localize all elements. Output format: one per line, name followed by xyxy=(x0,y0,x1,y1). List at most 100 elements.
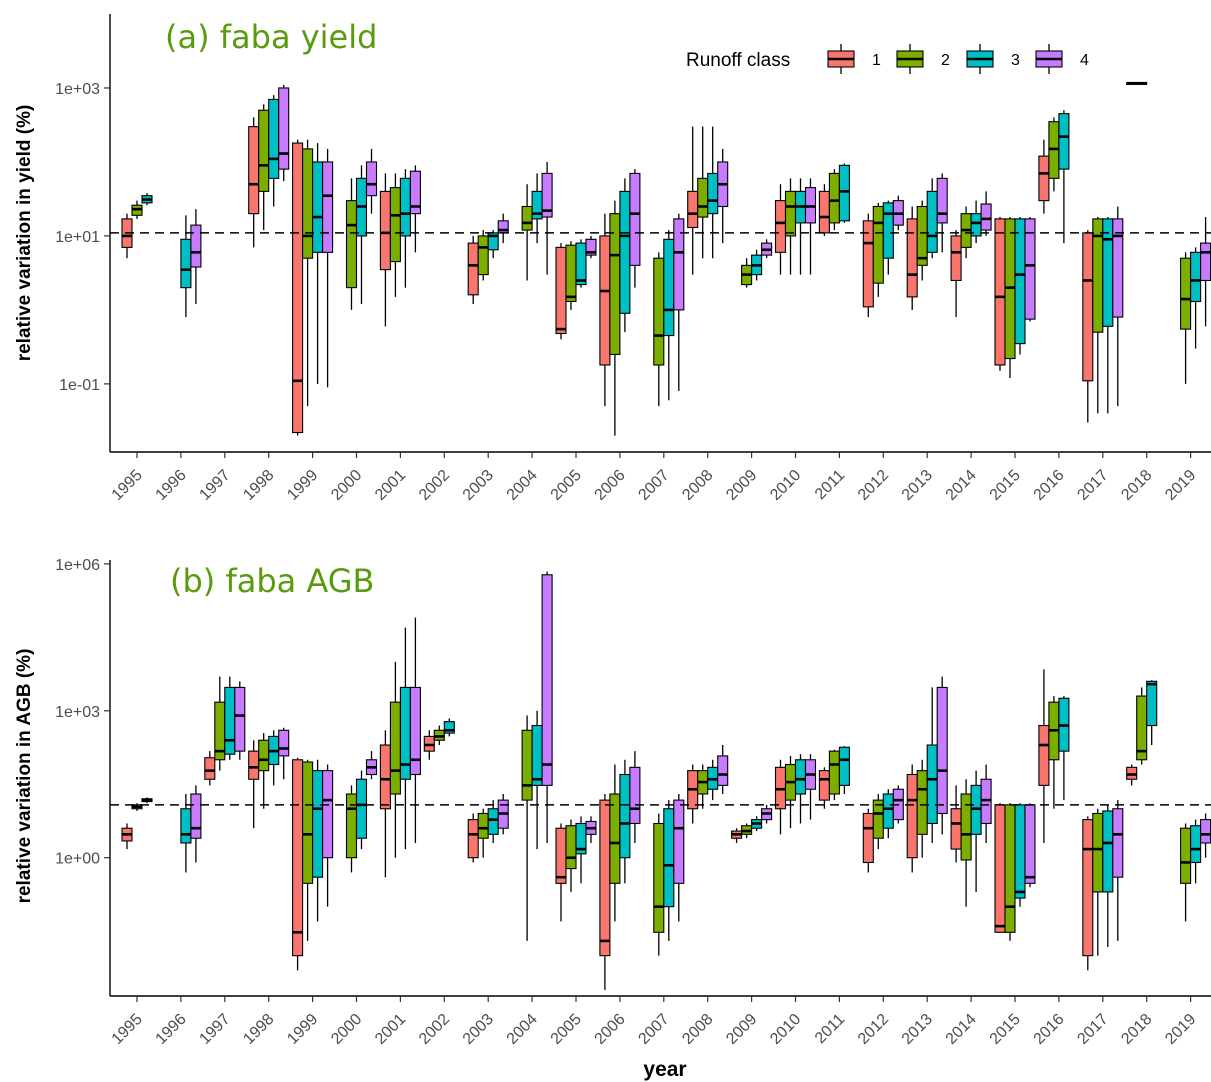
box-body xyxy=(268,98,280,179)
box-body xyxy=(234,686,246,752)
box-2011-class-3 xyxy=(838,746,850,794)
box-2016-class-3 xyxy=(1058,110,1070,244)
box-body xyxy=(322,161,334,253)
box-body xyxy=(477,235,489,276)
box-2000-class-4 xyxy=(365,751,378,780)
box-2015-class-2 xyxy=(1004,803,1016,941)
box-1996-class-4 xyxy=(190,209,202,305)
x-tick-label: 1999 xyxy=(284,1011,321,1048)
box-body xyxy=(1082,819,1094,957)
box-body xyxy=(1004,804,1016,933)
box-body xyxy=(180,238,192,289)
box-2015-class-4 xyxy=(1024,217,1036,322)
box-2005-class-1 xyxy=(555,823,567,922)
x-tick-label: 1996 xyxy=(153,467,190,504)
x-tick-label: 1999 xyxy=(284,467,321,504)
box-2011-class-1 xyxy=(818,184,830,236)
box-body xyxy=(585,238,597,256)
panel-a-y-label: relative variation in yield (%) xyxy=(14,105,35,362)
box-2011-class-1 xyxy=(818,767,830,809)
box-body xyxy=(794,759,807,795)
box-body xyxy=(278,87,290,170)
box-1999-class-1 xyxy=(292,757,304,971)
box-2008-class-2 xyxy=(697,764,709,809)
x-tick-label: 2006 xyxy=(592,1011,629,1048)
box-2017-class-1 xyxy=(1082,816,1094,971)
box-body xyxy=(1200,819,1211,844)
box-2016-class-1 xyxy=(1038,669,1050,843)
box-2008-class-4 xyxy=(717,148,729,244)
box-2003-class-2 xyxy=(477,808,489,858)
legend-item-class-3: 3 xyxy=(966,44,1020,74)
box-body xyxy=(248,126,260,215)
panel-a-title: (a) faba yield xyxy=(165,18,377,56)
box-2009-class-2 xyxy=(741,258,753,288)
box-2018-class-2 xyxy=(1136,81,1148,85)
x-tick-label: 2014 xyxy=(943,1011,980,1048)
box-2014-class-1 xyxy=(950,230,962,318)
box-2013-class-2 xyxy=(916,759,928,858)
box-body xyxy=(872,205,884,284)
box-body xyxy=(379,744,391,810)
box-body xyxy=(355,778,368,839)
box-2005-class-1 xyxy=(555,243,567,340)
box-2006-class-4 xyxy=(629,751,641,843)
box-body xyxy=(1014,804,1026,899)
legend-label: 3 xyxy=(1011,52,1020,69)
box-2008-class-1 xyxy=(687,764,699,824)
box-2001-class-1 xyxy=(379,730,391,878)
x-axis-title: year xyxy=(643,1058,686,1081)
box-2013-class-3 xyxy=(926,178,938,259)
box-2013-class-2 xyxy=(916,200,928,281)
box-2015-class-1 xyxy=(994,217,1006,371)
x-tick-label: 2002 xyxy=(416,467,453,504)
box-2010-class-4 xyxy=(804,754,817,820)
x-tick-label: 2001 xyxy=(372,467,409,504)
box-2000-class-3 xyxy=(355,770,368,850)
box-2001-class-2 xyxy=(389,173,401,297)
box-body xyxy=(882,793,894,829)
box-body xyxy=(653,822,665,933)
x-tick-label: 1995 xyxy=(109,467,146,504)
panel-a-x-ticks: 1995 1996 1997 1998 1999 2000 2001 2002 2003 2004… xyxy=(109,452,1200,504)
box-body xyxy=(994,804,1006,933)
x-tick-label: 2018 xyxy=(1118,467,1155,504)
box-body xyxy=(1180,257,1192,330)
box-1998-class-1 xyxy=(248,740,260,829)
box-2001-class-4 xyxy=(409,165,421,253)
box-2004-class-4 xyxy=(541,571,553,843)
box-2002-class-3 xyxy=(443,718,455,737)
box-1995-class-2 xyxy=(131,803,143,811)
box-body xyxy=(365,161,378,197)
x-tick-label: 2019 xyxy=(1162,467,1199,504)
box-2016-class-1 xyxy=(1038,139,1050,214)
box-body xyxy=(487,808,499,835)
box-2002-class-2 xyxy=(433,725,445,746)
box-body xyxy=(302,761,314,884)
box-2009-class-3 xyxy=(751,249,763,281)
box-2005-class-2 xyxy=(565,819,577,892)
box-body xyxy=(575,242,587,286)
box-body xyxy=(565,825,577,870)
box-body xyxy=(994,218,1006,366)
x-tick-label: 2013 xyxy=(899,467,936,504)
box-body xyxy=(906,218,918,298)
box-2013-class-3 xyxy=(926,687,938,843)
x-tick-label: 2004 xyxy=(504,467,541,504)
box-body xyxy=(312,161,324,253)
x-tick-label: 2018 xyxy=(1118,1011,1155,1048)
box-body xyxy=(477,812,489,839)
box-1999-class-4 xyxy=(322,148,334,388)
box-2004-class-2 xyxy=(521,715,533,941)
x-tick-label: 2010 xyxy=(767,1011,804,1048)
box-2014-class-4 xyxy=(980,191,992,236)
box-2016-class-3 xyxy=(1058,696,1070,801)
box-2019-class-2 xyxy=(1180,823,1192,922)
box-2019-class-2 xyxy=(1180,252,1192,384)
box-body xyxy=(1038,724,1050,786)
box-body xyxy=(828,172,840,224)
box-body xyxy=(389,701,401,795)
box-1998-class-1 xyxy=(248,117,260,248)
legend-keys: 1 2 3 4 xyxy=(827,44,1089,74)
